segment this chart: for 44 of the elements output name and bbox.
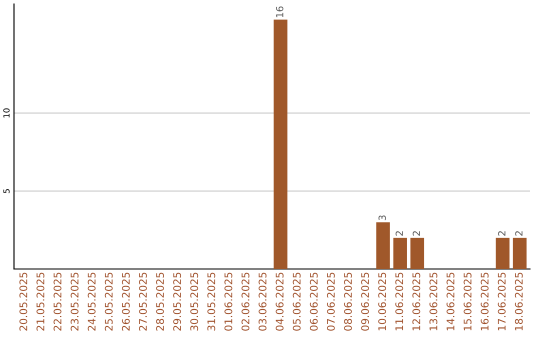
- bar: [393, 238, 407, 269]
- x-tick-label: 03.06.2025: [258, 272, 266, 331]
- x-tick-label: 17.06.2025: [498, 272, 506, 330]
- x-tick-label: 13.06.2025: [429, 272, 438, 330]
- x-tick-label: 15.06.2025: [464, 272, 472, 330]
- y-tick-label: 10: [3, 108, 10, 118]
- x-tick-label: 23.05.2025: [70, 272, 79, 331]
- x-tick-label: 05.06.2025: [292, 272, 301, 331]
- bar: [274, 20, 288, 269]
- x-tick-label: 12.06.2025: [412, 272, 420, 330]
- y-tick-label: 5: [3, 189, 10, 194]
- x-tick-label: 09.06.2025: [361, 272, 369, 331]
- data-label: 2: [515, 231, 522, 236]
- bar: [496, 238, 510, 269]
- bar: [512, 238, 527, 269]
- x-tick-label: 22.05.2025: [54, 272, 62, 331]
- data-label: 2: [498, 231, 506, 236]
- data-label: 16: [276, 6, 284, 18]
- x-tick-label: 02.06.2025: [242, 272, 250, 331]
- x-tick-label: 16.06.2025: [480, 272, 489, 330]
- x-tick-label: 24.05.2025: [88, 272, 96, 331]
- x-tick-label: 28.05.2025: [156, 272, 164, 331]
- x-tick-label: 30.05.2025: [190, 272, 198, 331]
- x-tick-label: 26.05.2025: [122, 272, 130, 331]
- x-tick-label: 07.06.2025: [326, 272, 335, 331]
- x-tick-label: 11.06.2025: [395, 272, 404, 330]
- bar: [410, 238, 424, 269]
- x-tick-label: 14.06.2025: [446, 272, 454, 330]
- x-tick-label: 27.05.2025: [139, 272, 147, 331]
- x-tick-label: 06.06.2025: [310, 272, 318, 331]
- data-label: 2: [412, 231, 420, 236]
- x-tick-label: 01.06.2025: [224, 272, 232, 331]
- bar: [376, 222, 390, 269]
- x-tick-label: 25.05.2025: [104, 272, 113, 331]
- x-tick-label: 21.05.2025: [36, 272, 44, 331]
- x-tick-label: 10.06.2025: [378, 272, 386, 330]
- x-tick-label: 08.06.2025: [344, 272, 352, 331]
- x-tick-label: 29.05.2025: [173, 272, 182, 331]
- x-tick-label: 04.06.2025: [276, 272, 284, 331]
- x-tick-label: 18.06.2025: [514, 272, 523, 330]
- data-label: 3: [378, 215, 386, 220]
- x-tick-label: 31.05.2025: [207, 272, 216, 331]
- x-tick-label: 20.05.2025: [19, 272, 28, 331]
- data-label: 2: [396, 231, 403, 236]
